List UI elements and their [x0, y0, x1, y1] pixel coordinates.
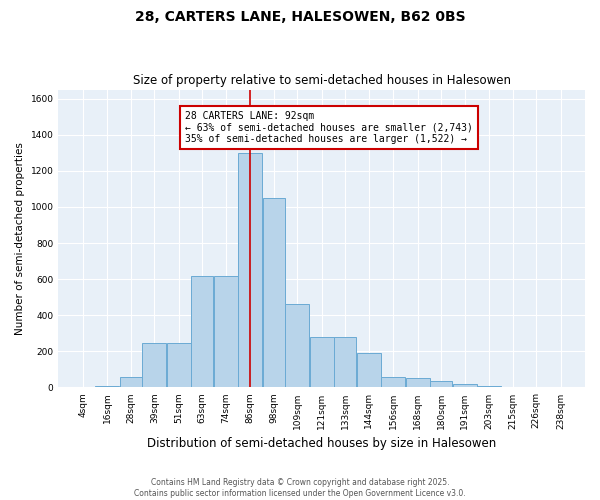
X-axis label: Distribution of semi-detached houses by size in Halesowen: Distribution of semi-detached houses by … — [147, 437, 496, 450]
Text: Contains HM Land Registry data © Crown copyright and database right 2025.
Contai: Contains HM Land Registry data © Crown c… — [134, 478, 466, 498]
Bar — [214, 276, 238, 388]
Bar — [191, 276, 214, 388]
Y-axis label: Number of semi-detached properties: Number of semi-detached properties — [15, 142, 25, 335]
Bar — [120, 376, 142, 388]
Bar — [477, 386, 501, 388]
Bar — [406, 378, 430, 388]
Bar — [381, 376, 405, 388]
Text: 28 CARTERS LANE: 92sqm
← 63% of semi-detached houses are smaller (2,743)
35% of : 28 CARTERS LANE: 92sqm ← 63% of semi-det… — [185, 111, 473, 144]
Bar — [142, 343, 166, 388]
Title: Size of property relative to semi-detached houses in Halesowen: Size of property relative to semi-detach… — [133, 74, 511, 87]
Bar — [263, 198, 285, 388]
Bar — [334, 337, 356, 388]
Bar — [95, 386, 119, 388]
Bar — [430, 381, 452, 388]
Bar — [285, 304, 309, 388]
Bar — [452, 384, 476, 388]
Text: 28, CARTERS LANE, HALESOWEN, B62 0BS: 28, CARTERS LANE, HALESOWEN, B62 0BS — [134, 10, 466, 24]
Bar — [238, 152, 262, 388]
Bar — [167, 343, 191, 388]
Bar — [356, 353, 380, 388]
Bar — [310, 337, 334, 388]
